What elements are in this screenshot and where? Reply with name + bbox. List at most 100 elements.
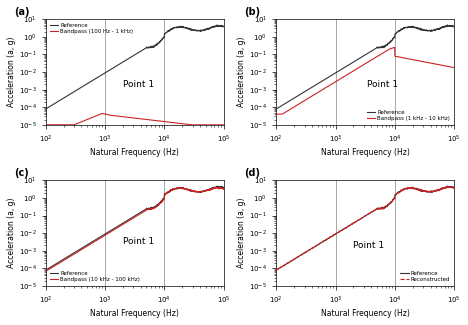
Reference [377, 46, 382, 49]
Legend: Reference, Reconstructed: Reference, Reconstructed [399, 270, 452, 283]
Reconstructed [447, 184, 453, 188]
Bandpass (1 kHz - 10 kHz) [409, 58, 414, 61]
Y-axis label: Acceleration (a, g): Acceleration (a, g) [7, 198, 16, 268]
Reference [221, 24, 227, 28]
Bandpass (1 kHz - 10 kHz) [452, 66, 457, 70]
Legend: Reference, Bandpass (10 kHz - 100 kHz): Reference, Bandpass (10 kHz - 100 kHz) [49, 270, 141, 283]
Bandpass (10 kHz - 100 kHz) [156, 202, 162, 206]
X-axis label: Natural Frequency (Hz): Natural Frequency (Hz) [90, 309, 179, 318]
Bandpass (1 kHz - 10 kHz) [273, 112, 279, 116]
Reference [54, 100, 59, 104]
Bandpass (10 kHz - 100 kHz) [151, 206, 156, 210]
Reference [452, 186, 457, 189]
Legend: Reference, Bandpass (1 kHz - 10 kHz): Reference, Bandpass (1 kHz - 10 kHz) [366, 109, 452, 122]
Text: Point 1: Point 1 [123, 237, 154, 246]
Reconstructed [387, 202, 393, 205]
Line: Reconstructed: Reconstructed [276, 186, 454, 270]
Line: Reference: Reference [46, 186, 224, 270]
Reference [156, 41, 162, 45]
Reference [409, 25, 414, 29]
Reference [273, 107, 279, 111]
Bandpass (100 Hz - 1 kHz) [221, 123, 227, 127]
Reference [273, 268, 279, 272]
Text: Point 1: Point 1 [123, 80, 154, 89]
Text: (b): (b) [244, 7, 260, 17]
Reference [445, 184, 450, 188]
Reference [196, 189, 202, 193]
Reference [178, 25, 183, 29]
Reference [452, 24, 457, 28]
Line: Bandpass (100 Hz - 1 kHz): Bandpass (100 Hz - 1 kHz) [46, 113, 224, 125]
Bandpass (1 kHz - 10 kHz) [285, 109, 290, 113]
Line: Reference: Reference [276, 186, 454, 270]
Line: Bandpass (1 kHz - 10 kHz): Bandpass (1 kHz - 10 kHz) [276, 47, 454, 114]
Bandpass (100 Hz - 1 kHz) [156, 119, 162, 123]
Text: (a): (a) [14, 7, 29, 17]
Bandpass (100 Hz - 1 kHz) [197, 123, 202, 127]
Bandpass (10 kHz - 100 kHz) [221, 187, 227, 191]
Reconstructed [285, 261, 290, 265]
Reference [285, 100, 290, 104]
Reference [377, 207, 382, 211]
Reference [151, 45, 156, 49]
Line: Reference: Reference [46, 25, 224, 109]
X-axis label: Natural Frequency (Hz): Natural Frequency (Hz) [321, 148, 410, 157]
Reconstructed [452, 185, 457, 189]
Reference [178, 186, 183, 190]
Line: Bandpass (10 kHz - 100 kHz): Bandpass (10 kHz - 100 kHz) [46, 187, 224, 271]
X-axis label: Natural Frequency (Hz): Natural Frequency (Hz) [321, 309, 410, 318]
Y-axis label: Acceleration (a, g): Acceleration (a, g) [7, 37, 16, 107]
Reconstructed [427, 190, 432, 194]
Reference [43, 268, 49, 272]
Bandpass (100 Hz - 1 kHz) [146, 118, 152, 122]
Text: (d): (d) [244, 168, 260, 178]
Reference [409, 186, 414, 190]
Reference [214, 23, 220, 27]
Bandpass (100 Hz - 1 kHz) [178, 122, 184, 125]
Y-axis label: Acceleration (a, g): Acceleration (a, g) [237, 37, 247, 107]
Bandpass (10 kHz - 100 kHz) [214, 185, 220, 189]
Reconstructed [409, 186, 414, 189]
Text: (c): (c) [14, 168, 29, 178]
Text: Point 1: Point 1 [367, 80, 399, 89]
Bandpass (100 Hz - 1 kHz) [54, 123, 59, 127]
Reconstructed [274, 268, 280, 272]
Reference [146, 207, 152, 211]
Bandpass (10 kHz - 100 kHz) [146, 207, 152, 211]
Bandpass (1 kHz - 10 kHz) [381, 50, 387, 54]
Reference [214, 184, 220, 188]
Bandpass (100 Hz - 1 kHz) [100, 111, 105, 115]
Reference [427, 189, 432, 193]
Reference [156, 202, 162, 206]
Reference [151, 206, 156, 210]
Reference [146, 46, 152, 49]
X-axis label: Natural Frequency (Hz): Natural Frequency (Hz) [90, 148, 179, 157]
Text: Point 1: Point 1 [353, 241, 384, 250]
Bandpass (10 kHz - 100 kHz) [43, 269, 49, 273]
Reconstructed [377, 206, 383, 210]
Reconstructed [382, 205, 388, 209]
Bandpass (1 kHz - 10 kHz) [392, 46, 397, 49]
Reference [387, 202, 392, 206]
Reference [387, 41, 392, 45]
Legend: Reference, Bandpass (100 Hz - 1 kHz): Reference, Bandpass (100 Hz - 1 kHz) [49, 22, 134, 35]
Bandpass (1 kHz - 10 kHz) [387, 47, 392, 51]
Bandpass (10 kHz - 100 kHz) [54, 263, 59, 266]
Bandpass (100 Hz - 1 kHz) [43, 123, 49, 127]
Reference [285, 262, 290, 266]
Bandpass (1 kHz - 10 kHz) [427, 61, 432, 65]
Reference [54, 262, 59, 266]
Y-axis label: Acceleration (a, g): Acceleration (a, g) [237, 198, 247, 268]
Reference [381, 45, 387, 49]
Reference [43, 107, 49, 111]
Bandpass (1 kHz - 10 kHz) [377, 53, 382, 57]
Bandpass (100 Hz - 1 kHz) [151, 118, 157, 122]
Reference [381, 206, 387, 210]
Line: Reference: Reference [276, 25, 454, 109]
Reconstructed [273, 268, 279, 272]
Reference [445, 23, 450, 27]
Bandpass (10 kHz - 100 kHz) [178, 186, 183, 190]
Reference [427, 28, 432, 32]
Reference [221, 186, 227, 189]
Bandpass (10 kHz - 100 kHz) [196, 190, 202, 194]
